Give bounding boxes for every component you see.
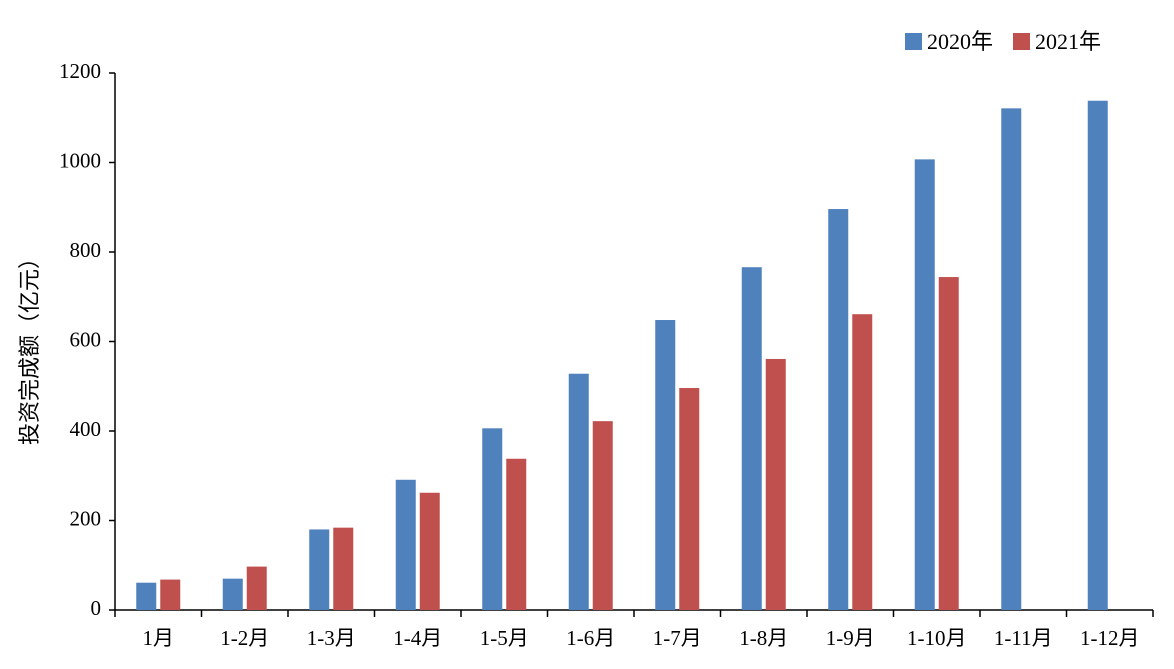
bar-2021-0 bbox=[160, 579, 181, 610]
x-tick-label: 1月 bbox=[143, 626, 175, 650]
bar-2020-10 bbox=[1001, 108, 1022, 610]
bar-2021-7 bbox=[765, 358, 786, 610]
bar-2020-7 bbox=[741, 267, 762, 610]
x-tick-label: 1-10月 bbox=[907, 626, 967, 650]
legend-swatch-2021 bbox=[1013, 33, 1030, 50]
bar-2020-6 bbox=[655, 320, 676, 610]
x-tick-label: 1-4月 bbox=[393, 626, 442, 650]
x-tick-label: 1-9月 bbox=[826, 626, 875, 650]
legend-label-2021: 2021年 bbox=[1035, 29, 1101, 54]
bar-2020-0 bbox=[136, 582, 157, 610]
y-axis-ticks: 0 200 400 600 800 1000 1200 bbox=[59, 59, 115, 620]
x-tick-label: 1-7月 bbox=[653, 626, 702, 650]
bar-2021-1 bbox=[246, 566, 267, 610]
x-tick-label: 1-3月 bbox=[307, 626, 356, 650]
bar-2020-8 bbox=[828, 209, 849, 611]
bar-2021-4 bbox=[506, 458, 527, 610]
bar-2021-8 bbox=[852, 314, 873, 610]
x-axis-ticks: 1月 1-2月 1-3月 1-4月 1-5月 1-6月 1-7月 1-8月 1-9月 1-10月 1… bbox=[114, 610, 1154, 650]
bars bbox=[136, 100, 1108, 611]
bar-2021-2 bbox=[333, 527, 354, 610]
y-axis-label: 投资完成额（亿元） bbox=[17, 247, 42, 445]
legend: 2020年 2021年 bbox=[905, 29, 1101, 54]
x-tick-label: 1-8月 bbox=[739, 626, 788, 650]
x-tick-label: 1-11月 bbox=[994, 626, 1053, 650]
x-tick-label: 1-12月 bbox=[1080, 626, 1140, 650]
bar-2021-9 bbox=[938, 277, 959, 610]
bar-2020-4 bbox=[482, 428, 503, 610]
bar-2020-5 bbox=[568, 373, 589, 610]
y-tick-label: 800 bbox=[70, 238, 102, 262]
bar-2021-5 bbox=[592, 421, 613, 610]
bar-2020-2 bbox=[309, 529, 330, 610]
bar-2021-3 bbox=[419, 492, 440, 610]
y-tick-label: 1000 bbox=[59, 148, 101, 172]
legend-swatch-2020 bbox=[905, 33, 922, 50]
y-tick-label: 400 bbox=[70, 417, 102, 441]
y-tick-label: 1200 bbox=[59, 59, 101, 83]
legend-label-2020: 2020年 bbox=[927, 29, 993, 54]
x-tick-label: 1-5月 bbox=[480, 626, 529, 650]
bar-2020-11 bbox=[1087, 100, 1108, 611]
bar-2020-3 bbox=[395, 479, 416, 610]
bar-2020-9 bbox=[914, 159, 935, 610]
y-tick-label: 600 bbox=[70, 327, 102, 351]
y-tick-label: 200 bbox=[70, 506, 102, 530]
y-tick-label: 0 bbox=[91, 596, 102, 620]
bar-2020-1 bbox=[222, 578, 243, 610]
x-tick-label: 1-6月 bbox=[566, 626, 615, 650]
x-tick-label: 1-2月 bbox=[220, 626, 269, 650]
bar-2021-6 bbox=[679, 388, 700, 610]
